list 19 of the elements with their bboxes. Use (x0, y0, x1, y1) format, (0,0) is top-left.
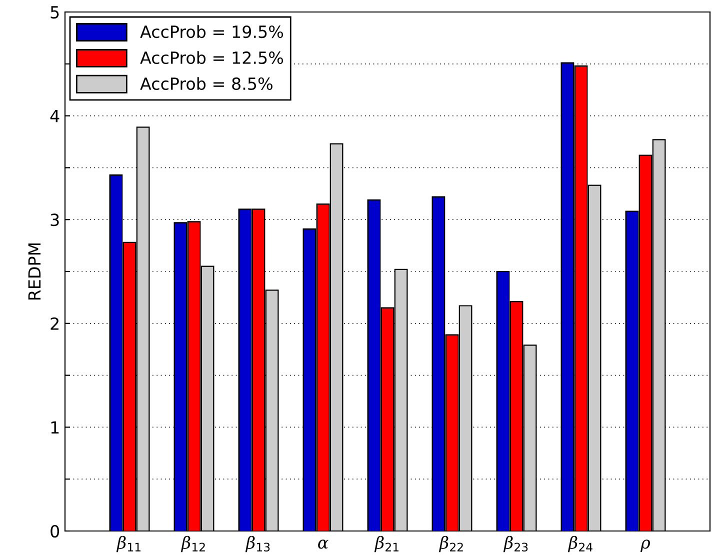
y-tick-label: 1 (51, 421, 59, 434)
x-tick-label: β$_{11}$ (116, 536, 140, 552)
legend-label: AccProb = 12.5% (140, 51, 284, 64)
y-tick-label: 5 (50, 6, 59, 19)
y-tick-label: 3 (50, 214, 59, 226)
x-tick-label: α (318, 540, 328, 549)
x-tick-label: β$_{23}$ (503, 536, 528, 552)
y-tick-label: 4 (50, 110, 60, 122)
legend-label: AccProb = 19.5% (140, 25, 284, 38)
x-tick-label: β$_{13}$ (245, 536, 270, 552)
y-tick-label: 0 (50, 524, 60, 538)
legend-label: AccProb = 8.5% (140, 77, 272, 90)
x-tick-label: β$_{12}$ (180, 536, 205, 552)
x-tick-label: ρ (640, 540, 650, 552)
x-tick-label: β$_{22}$ (438, 536, 463, 552)
y-tick-label: 2 (50, 317, 58, 330)
y-axis-title: REDPM (28, 243, 41, 300)
x-tick-label: β$_{24}$ (568, 536, 592, 552)
x-tick-label: β$_{21}$ (374, 536, 398, 552)
